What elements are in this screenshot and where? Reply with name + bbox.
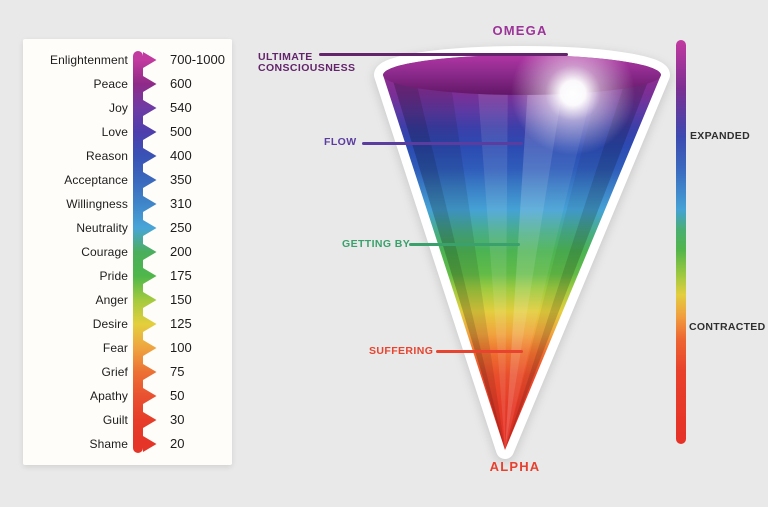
emotion-value: 200 bbox=[170, 244, 192, 259]
emotion-label: Peace bbox=[93, 77, 128, 91]
emotion-value: 700-1000 bbox=[170, 52, 225, 67]
emotion-value: 400 bbox=[170, 148, 192, 163]
consciousness-cone bbox=[374, 46, 670, 459]
emotion-label: Fear bbox=[102, 341, 128, 355]
scale-row: Joy 540 bbox=[23, 96, 232, 120]
omega-label: OMEGA bbox=[492, 23, 548, 38]
emotion-label: Acceptance bbox=[64, 173, 128, 187]
scale-row: Enlightenment 700-1000 bbox=[23, 48, 232, 72]
emotion-label: Neutrality bbox=[76, 221, 128, 235]
emotion-label: Guilt bbox=[102, 413, 128, 427]
annotation-line bbox=[319, 53, 568, 56]
emotion-value: 350 bbox=[170, 172, 192, 187]
consciousness-scale-panel: Enlightenment 700-1000 Peace 600 Joy 540 Love 5… bbox=[23, 39, 232, 465]
emotion-label: Anger bbox=[95, 293, 128, 307]
scale-row: Neutrality 250 bbox=[23, 216, 232, 240]
emotion-label: Grief bbox=[101, 365, 128, 379]
annotation-line bbox=[362, 142, 523, 145]
scale-row: Courage 200 bbox=[23, 240, 232, 264]
annotation-line bbox=[436, 350, 523, 353]
scale-row: Grief 75 bbox=[23, 360, 232, 384]
emotion-value: 20 bbox=[170, 436, 185, 451]
emotion-label: Joy bbox=[109, 101, 128, 115]
annotation-label: FLOW bbox=[324, 136, 357, 148]
scale-row: Peace 600 bbox=[23, 72, 232, 96]
emotion-label: Willingness bbox=[66, 197, 128, 211]
annotation-label: SUFFERING bbox=[369, 345, 434, 357]
light-orb-icon bbox=[511, 55, 635, 155]
emotion-value: 500 bbox=[170, 124, 192, 139]
scale-row: Anger 150 bbox=[23, 288, 232, 312]
emotion-label: Love bbox=[101, 125, 128, 139]
cone-facet bbox=[408, 55, 505, 450]
cone-facet bbox=[474, 55, 509, 450]
scale-row: Apathy 50 bbox=[23, 384, 232, 408]
emotion-value: 100 bbox=[170, 340, 192, 355]
alpha-label: ALPHA bbox=[489, 459, 541, 474]
scale-row: Willingness 310 bbox=[23, 192, 232, 216]
emotion-value: 125 bbox=[170, 316, 192, 331]
cone-facet bbox=[505, 55, 661, 450]
emotion-value: 30 bbox=[170, 412, 185, 427]
scale-rows: Enlightenment 700-1000 Peace 600 Joy 540 Love 5… bbox=[23, 48, 232, 456]
emotion-label: Desire bbox=[92, 317, 128, 331]
emotion-value: 310 bbox=[170, 196, 192, 211]
cone-facet bbox=[505, 55, 636, 450]
scale-row: Shame 20 bbox=[23, 432, 232, 456]
emotion-label: Apathy bbox=[90, 389, 128, 403]
emotion-value: 150 bbox=[170, 292, 192, 307]
emotion-label: Reason bbox=[86, 149, 128, 163]
emotion-label: Shame bbox=[89, 437, 128, 451]
expansion-spectrum-bar bbox=[676, 40, 686, 444]
scale-row: Reason 400 bbox=[23, 144, 232, 168]
scale-row: Acceptance 350 bbox=[23, 168, 232, 192]
expanded-label: EXPANDED bbox=[690, 130, 750, 142]
emotion-label: Enlightenment bbox=[49, 53, 128, 67]
annotation-label: GETTING BY bbox=[342, 238, 411, 250]
emotion-label: Courage bbox=[81, 245, 128, 259]
cone-facet bbox=[383, 55, 505, 450]
emotion-value: 540 bbox=[170, 100, 192, 115]
contracted-label: CONTRACTED bbox=[689, 321, 766, 333]
emotion-label: Pride bbox=[99, 269, 128, 283]
emotion-value: 50 bbox=[170, 388, 185, 403]
scale-row: Love 500 bbox=[23, 120, 232, 144]
annotation-label: ULTIMATE CONSCIOUSNESS bbox=[258, 51, 356, 74]
emotion-value: 600 bbox=[170, 76, 192, 91]
scale-gradient-bar bbox=[133, 51, 157, 453]
scale-row: Fear 100 bbox=[23, 336, 232, 360]
scale-row: Pride 175 bbox=[23, 264, 232, 288]
annotation-line bbox=[409, 243, 520, 246]
emotion-value: 250 bbox=[170, 220, 192, 235]
scale-arrow-icons bbox=[143, 52, 157, 452]
emotion-value: 75 bbox=[170, 364, 185, 379]
scale-row: Desire 125 bbox=[23, 312, 232, 336]
scale-row: Guilt 30 bbox=[23, 408, 232, 432]
emotion-value: 175 bbox=[170, 268, 192, 283]
